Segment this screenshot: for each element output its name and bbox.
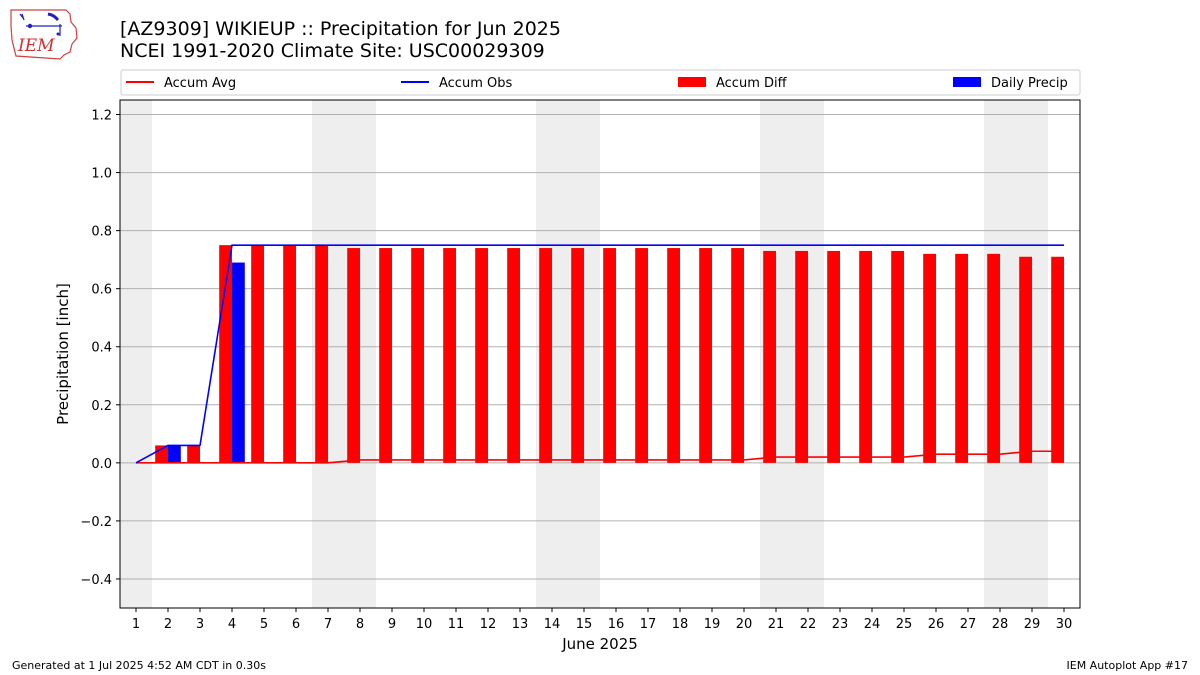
x-tick-label: 2: [164, 617, 172, 632]
accum-diff-bar: [635, 248, 648, 463]
accum-diff-bar: [763, 250, 776, 463]
x-tick-label: 12: [480, 617, 497, 632]
weekend-shading: [120, 100, 1048, 608]
accum-diff-bar: [731, 248, 744, 463]
x-tick-label: 8: [356, 617, 364, 632]
accum-diff-bar: [187, 445, 200, 463]
y-tick-label: 0.6: [91, 283, 112, 298]
accum-diff-bar: [795, 250, 808, 463]
x-tick-label: 1: [132, 617, 140, 632]
y-tick-label: −0.4: [80, 573, 112, 588]
x-tick-label: 5: [260, 617, 268, 632]
accum-diff-bar: [507, 248, 520, 463]
legend-swatch-daily-precip: [953, 77, 981, 87]
x-tick-label: 24: [864, 617, 881, 632]
y-axis-label: Precipitation [inch]: [54, 283, 72, 425]
x-tick-label: 15: [576, 617, 593, 632]
y-tick-label: 0.2: [91, 399, 112, 414]
accum-diff-bar: [603, 248, 616, 463]
accum-diff-bar: [667, 248, 680, 463]
accum-diff-bar: [315, 245, 328, 463]
x-tick-label: 13: [512, 617, 529, 632]
daily-precip-bar: [168, 445, 181, 463]
accum-diff-bar: [251, 245, 264, 463]
x-tick-label: 14: [544, 617, 561, 632]
accum-diff-bar: [955, 253, 968, 463]
footer-generated-text: Generated at 1 Jul 2025 4:52 AM CDT in 0…: [12, 659, 266, 672]
footer-app-label: IEM Autoplot App #17: [1066, 659, 1189, 672]
x-tick-label: 29: [1024, 617, 1041, 632]
y-tick-label: 0.0: [91, 457, 112, 472]
x-tick-label: 23: [832, 617, 849, 632]
accum-diff-bar: [1051, 256, 1064, 463]
x-tick-label: 28: [992, 617, 1009, 632]
chart-subtitle: NCEI 1991-2020 Climate Site: USC00029309: [120, 40, 545, 62]
accum-diff-bar: [859, 250, 872, 463]
lines: [135, 244, 1064, 464]
legend: Accum Avg Accum Obs Accum Diff Daily Precip: [120, 69, 1081, 96]
x-tick-label: 16: [608, 617, 625, 632]
accum-diff-bar: [571, 248, 584, 463]
accum-avg-line: [136, 450, 1064, 464]
y-tick-label: −0.2: [80, 515, 112, 530]
y-tick-label: 0.8: [91, 225, 112, 240]
accum-diff-bar: [283, 245, 296, 463]
accum-diff-bar: [219, 245, 232, 463]
legend-label-accum-obs: Accum Obs: [439, 76, 512, 91]
x-tick-label: 18: [672, 617, 689, 632]
accum-diff-bar: [987, 253, 1000, 463]
x-tick-label: 4: [228, 617, 236, 632]
x-tick-label: 3: [196, 617, 204, 632]
ticks: −0.4−0.20.00.20.40.60.81.01.21 2 3 4 5 6 7 8 9 10…: [80, 109, 1072, 632]
legend-swatch-accum-diff: [678, 77, 706, 87]
legend-label-daily-precip: Daily Precip: [991, 76, 1068, 91]
x-tick-label: 19: [704, 617, 721, 632]
x-tick-label: 10: [416, 617, 433, 632]
y-tick-label: 1.0: [91, 167, 112, 182]
accum-diff-bar: [891, 250, 904, 463]
legend-box: [120, 69, 1081, 96]
iem-logo-text: IEM: [17, 36, 55, 56]
x-tick-label: 7: [324, 617, 332, 632]
x-tick-label: 30: [1056, 617, 1073, 632]
bars: [155, 245, 1064, 463]
accum-diff-bar: [539, 248, 552, 463]
accum-diff-bar: [827, 250, 840, 463]
chart-title: [AZ9309] WIKIEUP :: Precipitation for Ju…: [120, 18, 561, 40]
accum-diff-bar: [411, 248, 424, 463]
x-tick-label: 25: [896, 617, 913, 632]
x-axis-label: June 2025: [561, 635, 638, 653]
accum-diff-bar: [1019, 256, 1032, 463]
daily-precip-bar: [232, 262, 245, 463]
x-tick-label: 22: [800, 617, 817, 632]
legend-label-accum-diff: Accum Diff: [716, 76, 788, 91]
iem-logo: IEM: [10, 9, 78, 60]
x-tick-label: 9: [388, 617, 396, 632]
accum-diff-bar: [443, 248, 456, 463]
accum-diff-bar: [475, 248, 488, 463]
accum-diff-bar: [379, 248, 392, 463]
x-tick-label: 21: [768, 617, 785, 632]
x-tick-label: 26: [928, 617, 945, 632]
plot-frame: [119, 99, 1081, 609]
accum-obs-line: [135, 244, 1064, 464]
x-tick-label: 20: [736, 617, 753, 632]
x-tick-label: 27: [960, 617, 977, 632]
y-tick-label: 0.4: [91, 341, 112, 356]
accum-diff-bar: [699, 248, 712, 463]
accum-diff-bar: [347, 248, 360, 463]
weekend-shade-day-1: [120, 100, 152, 608]
x-tick-label: 17: [640, 617, 657, 632]
legend-label-accum-avg: Accum Avg: [164, 76, 236, 91]
x-tick-label: 11: [448, 617, 465, 632]
y-tick-label: 1.2: [91, 109, 112, 124]
x-tick-label: 6: [292, 617, 300, 632]
accum-diff-bar: [923, 253, 936, 463]
